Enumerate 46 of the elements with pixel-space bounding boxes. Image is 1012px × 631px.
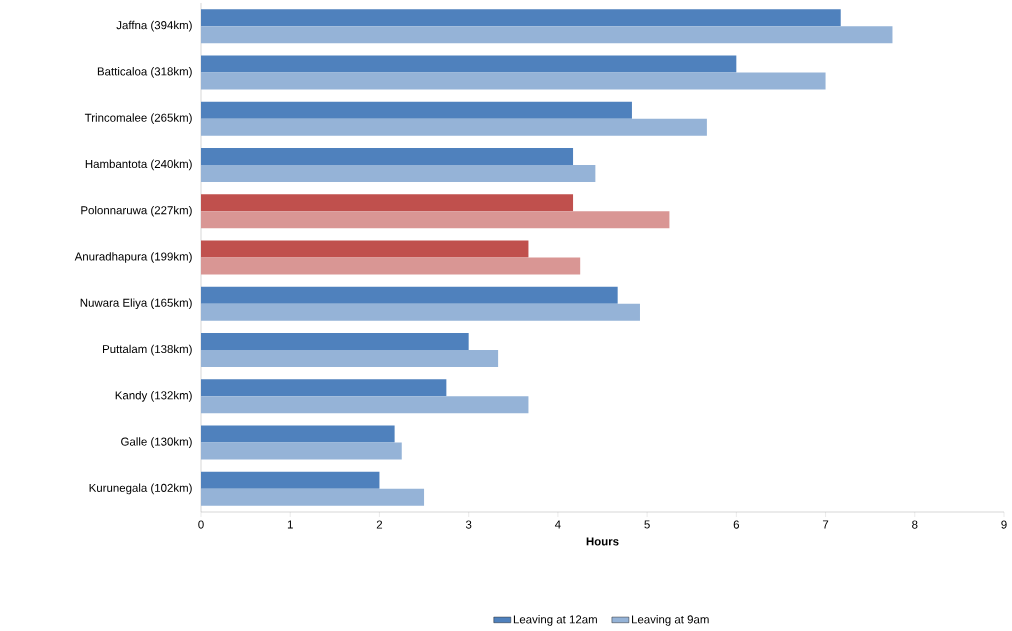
bar [201, 286, 618, 304]
y-tick-label: Jaffna (394km) [116, 20, 192, 32]
y-tick-label: Kurunegala (102km) [89, 483, 192, 495]
bar [201, 211, 670, 229]
bar [201, 101, 632, 119]
y-tick-label: Kandy (132km) [115, 390, 192, 402]
y-tick-label: Polonnaruwa (227km) [81, 205, 192, 217]
bar [201, 164, 596, 182]
bar [201, 350, 499, 368]
bar [201, 26, 893, 44]
x-tick-label: 6 [733, 520, 740, 529]
x-axis-title: Hours [586, 537, 619, 546]
y-tick-label: Batticaloa (318km) [97, 67, 192, 78]
x-tick-label: 4 [554, 520, 561, 529]
bar [201, 9, 841, 27]
y-tick-label: Nuwara Eliya (165km) [80, 298, 192, 310]
bar [201, 396, 529, 414]
x-tick-label: 8 [912, 520, 918, 529]
bar [201, 147, 574, 165]
bar [201, 333, 469, 351]
y-tick-label: Trincomalee (265km) [84, 113, 192, 125]
y-tick-label: Puttalam (138km) [103, 344, 192, 356]
bar [201, 72, 826, 90]
bar [201, 442, 402, 460]
y-tick-label: Hambantota (240km) [85, 159, 192, 171]
bar [201, 488, 425, 506]
y-tick-label: Galle (130km) [121, 437, 192, 448]
legend-label: Leaving at 12am [513, 615, 597, 626]
bar [201, 257, 581, 275]
bar [201, 194, 574, 212]
bar [201, 118, 707, 136]
y-tick-label: Anuradhapura (199km) [74, 252, 192, 263]
x-tick-label: 3 [465, 520, 472, 529]
bar [201, 471, 380, 489]
bar [201, 303, 640, 321]
bar [201, 55, 737, 73]
bar [201, 379, 447, 397]
x-tick-label: 7 [822, 520, 829, 529]
legend-label: Leaving at 9am [632, 615, 709, 626]
bar [201, 425, 395, 443]
x-tick-label: 5 [644, 520, 650, 529]
x-tick-label: 1 [287, 520, 293, 529]
x-tick-label: 9 [1001, 520, 1007, 529]
x-tick-label: 0 [198, 520, 204, 529]
bar [201, 240, 529, 258]
x-tick-label: 2 [376, 520, 383, 529]
